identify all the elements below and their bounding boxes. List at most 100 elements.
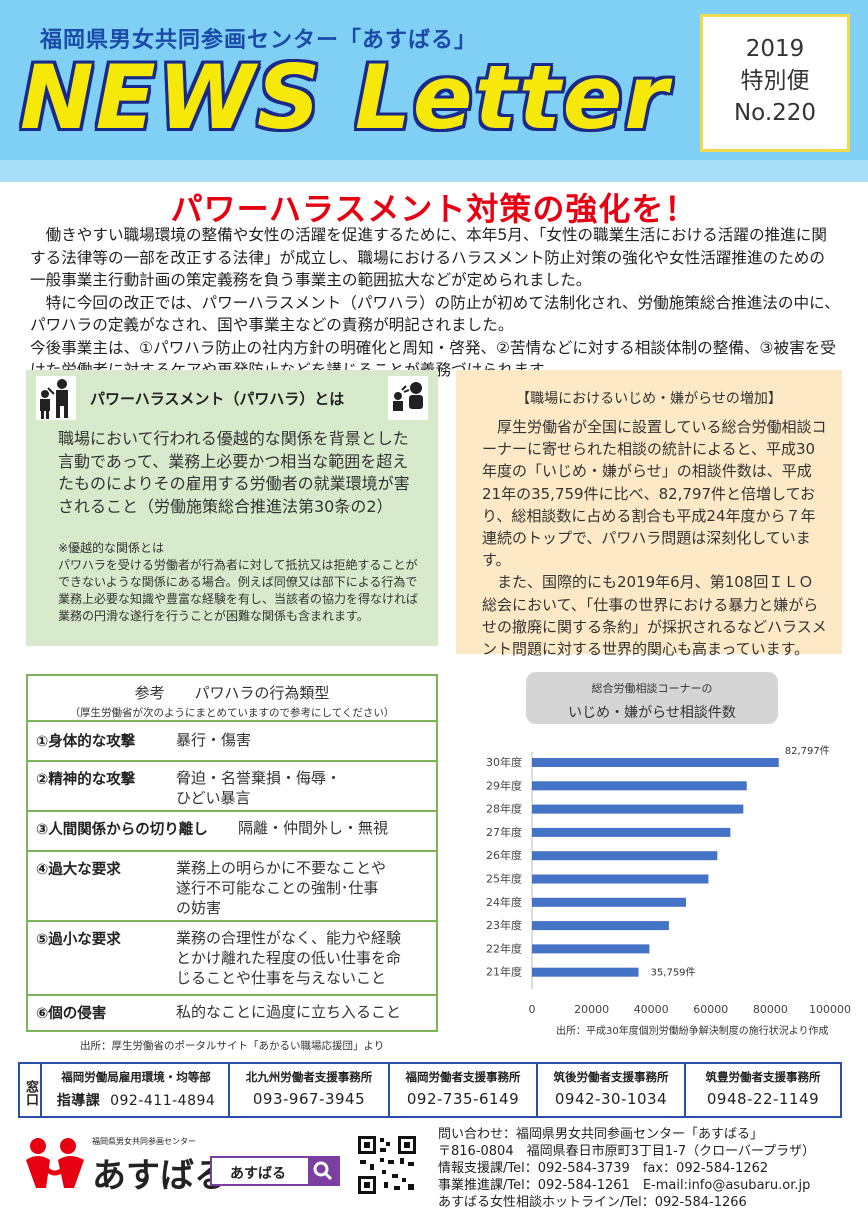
office-tel-number: 092-735-6149 [406,1090,520,1108]
search-icon[interactable] [308,1158,338,1184]
office-prefix: 指導課 [56,1093,101,1109]
chart-title: 総合労働相談コーナーの [591,682,713,695]
chart-data-label: 82,797件 [785,745,830,757]
intro-paragraph: 特に今回の改正では、パワーハラスメント（パワハラ）の防止が初めて法制化され、労働… [30,293,840,335]
chart-tick-label: 0 [529,1003,536,1016]
chart-bar [532,758,779,767]
type-label: ④過大な要求 [36,862,121,878]
type-label: ⑤過小な要求 [36,932,121,948]
chart-category-label: 22年度 [486,941,522,955]
table-row: ④過大な要求 業務上の明らかに不要なことや 遂行不可能なことの強制･仕事 の妨害 [28,852,436,922]
chart-data-label: 35,759件 [651,967,696,979]
table-row: ⑥個の侵害 私的なことに過度に立ち入ること [28,996,436,1030]
office-name: 福岡労働者支援事務所 [405,1070,521,1084]
table-subtitle: （厚生労働省が次のようにまとめていますので参考にしてください） [69,707,395,719]
qr-code-icon[interactable] [356,1134,418,1196]
office-kitakyushu: 北九州労働者支援事務所 093-967-3945 [230,1064,390,1116]
org-name: 福岡県男女共同参画センター「あすばる」 [40,28,478,53]
issue-number: No.220 [733,100,817,126]
type-desc: 私的なことに過度に立ち入ること [176,1003,402,1021]
office-tel-number: 0942-30-1034 [554,1090,668,1108]
chart-category-label: 27年度 [486,825,522,839]
chart-category-label: 25年度 [486,872,522,886]
office-name: 福岡労働局雇用環境・均等部 [61,1070,211,1084]
table-row: ①身体的な攻撃 暴行・傷害 [28,724,436,762]
table-row: ③人間関係からの切り離し 隔離・仲間外し・無視 [28,812,436,852]
chart-tick-label: 60000 [693,1003,728,1016]
increase-box: 【職場におけるいじめ・嫌がらせの増加】 厚生労働省が全国に設置している総合労働相… [456,370,842,658]
chart-tick-label: 80000 [753,1003,788,1016]
type-desc: 業務上の明らかに不要なことや 遂行不可能なことの強制･仕事 の妨害 [176,859,387,917]
office-name: 筑後労働者支援事務所 [553,1070,669,1084]
chart-category-label: 28年度 [486,802,522,816]
harassment-types-table: 参考 パワハラの行為類型 （厚生労働省が次のようにまとめていますので参考にしてく… [26,674,438,1032]
office-name: 北九州労働者支援事務所 [245,1070,373,1084]
chart-category-label: 24年度 [486,895,522,909]
table-row: ②精神的な攻撃 脅迫・名誉棄損・侮辱・ ひどい暴言 [28,762,436,812]
table-row: ⑤過小な要求 業務の合理性がなく、能力や経験 とかけ離れた程度の低い仕事を命 じ… [28,922,436,996]
office-tel-number: 092-411-4894 [110,1093,216,1109]
office-tel: 指導課 092-411-4894 [44,1090,228,1110]
table-title: 参考 パワハラの行為類型 [134,684,330,702]
issue-box: 2019 特別便 No.220 [700,14,850,152]
office-fukuoka-labor-bureau: 福岡労働局雇用環境・均等部 指導課 092-411-4894 [44,1064,230,1116]
chart-bar [532,827,731,837]
type-desc: 暴行・傷害 [176,731,252,749]
search-box[interactable]: あすばる [210,1156,340,1186]
footer-info-line: 情報支援課/Tel：092-584-3739 fax：092-584-1262 [438,1161,769,1176]
office-chikuho: 筑豊労働者支援事務所 0948-22-1149 [686,1064,840,1116]
chart-bar [532,921,669,931]
type-label: ③人間関係からの切り離し [36,822,208,838]
search-text: あすばる [230,1166,286,1182]
increase-title: 【職場におけるいじめ・嫌がらせの増加】 [516,391,782,407]
office-name: 筑豊労働者支援事務所 [705,1070,821,1084]
chart-bar [532,804,744,814]
logo-text: あすばる [92,1156,228,1196]
office-fukuoka: 福岡労働者支援事務所 092-735-6149 [390,1064,538,1116]
chart-bar [532,851,718,861]
chart-category-label: 21年度 [486,965,522,979]
chart-category-label: 23年度 [486,918,522,932]
definition-title: パワーハラスメント（パワハラ）とは [90,390,345,408]
chart-source: 出所：平成30年度個別労働紛争解決制度の施行状況より作成 [556,1026,829,1037]
issue-year: 2019 [745,36,805,62]
intro-text: 働きやすい職場環境の整備や女性の活躍を促進するために、本年5月、「女性の職業生活… [30,224,840,382]
harassment-scene-icon [388,376,428,420]
chart-tick-label: 20000 [574,1003,609,1016]
chart-category-label: 29年度 [486,778,522,792]
definition-note: ※優越的な関係とは パワハラを受ける労働者が行為者に対して抵抗又は拒絶することが… [58,541,419,623]
issue-edition: 特別便 [740,68,810,94]
office-chikugo: 筑後労働者支援事務所 0942-30-1034 [538,1064,686,1116]
asubaru-logo-icon [22,1134,88,1190]
footer-info-line: あすばる女性相談ホットライン/Tel：092-584-1266 [438,1195,747,1210]
logo-subtitle: 福岡県男女共同参画センター [92,1137,196,1146]
header-band [0,160,868,182]
contact-side-label: 窓口 [20,1064,42,1116]
harassment-person-icon [36,376,76,420]
office-tel-number: 093-967-3945 [252,1090,366,1108]
type-label: ②精神的な攻撃 [36,772,136,788]
chart-tick-label: 40000 [634,1003,669,1016]
chart-category-label: 30年度 [486,755,522,769]
chart-bar [532,874,709,884]
newsletter-title: NEWS Letter [20,46,670,149]
chart-bar [532,897,686,907]
chart-tick-label: 100000 [809,1003,851,1016]
chart-bar [532,944,650,954]
type-desc: 隔離・仲間外し・無視 [238,819,389,837]
chart-category-label: 26年度 [486,848,522,862]
type-label: ⑥個の侵害 [36,1006,107,1022]
chart-bar [532,967,639,977]
type-label: ①身体的な攻撃 [36,734,136,750]
headline: パワーハラスメント対策の強化を！ [170,190,698,228]
chart-subtitle: いじめ・嫌がらせ相談件数 [568,705,736,721]
definition-body: 職場において行われる優越的な関係を背景とした言動であって、業務上必要かつ相当な範… [58,429,410,516]
table-header: 参考 パワハラの行為類型 （厚生労働省が次のようにまとめていますので参考にしてく… [28,676,436,722]
table-source: 出所：厚生労働省のポータルサイト「あかるい職場応援団」より [80,1040,385,1052]
footer-info-line: 問い合わせ：福岡県男女共同参画センター「あすばる」 [438,1127,764,1142]
consultation-bar-chart: 30年度 82,797件 29年度 28年度 27年度 26年度 25年度 24年度 23年度 2… [486,745,851,1016]
footer-info-line: 事業推進課/Tel：092-584-1261 E-mail:info@asuba… [438,1178,811,1193]
contact-bar: 窓口 福岡労働局雇用環境・均等部 指導課 092-411-4894 北九州労働者… [18,1062,842,1118]
type-desc: 脅迫・名誉棄損・侮辱・ ひどい暴言 [176,769,342,807]
type-desc: 業務の合理性がなく、能力や経験 とかけ離れた程度の低い仕事を命 じることや仕事を… [176,929,402,987]
